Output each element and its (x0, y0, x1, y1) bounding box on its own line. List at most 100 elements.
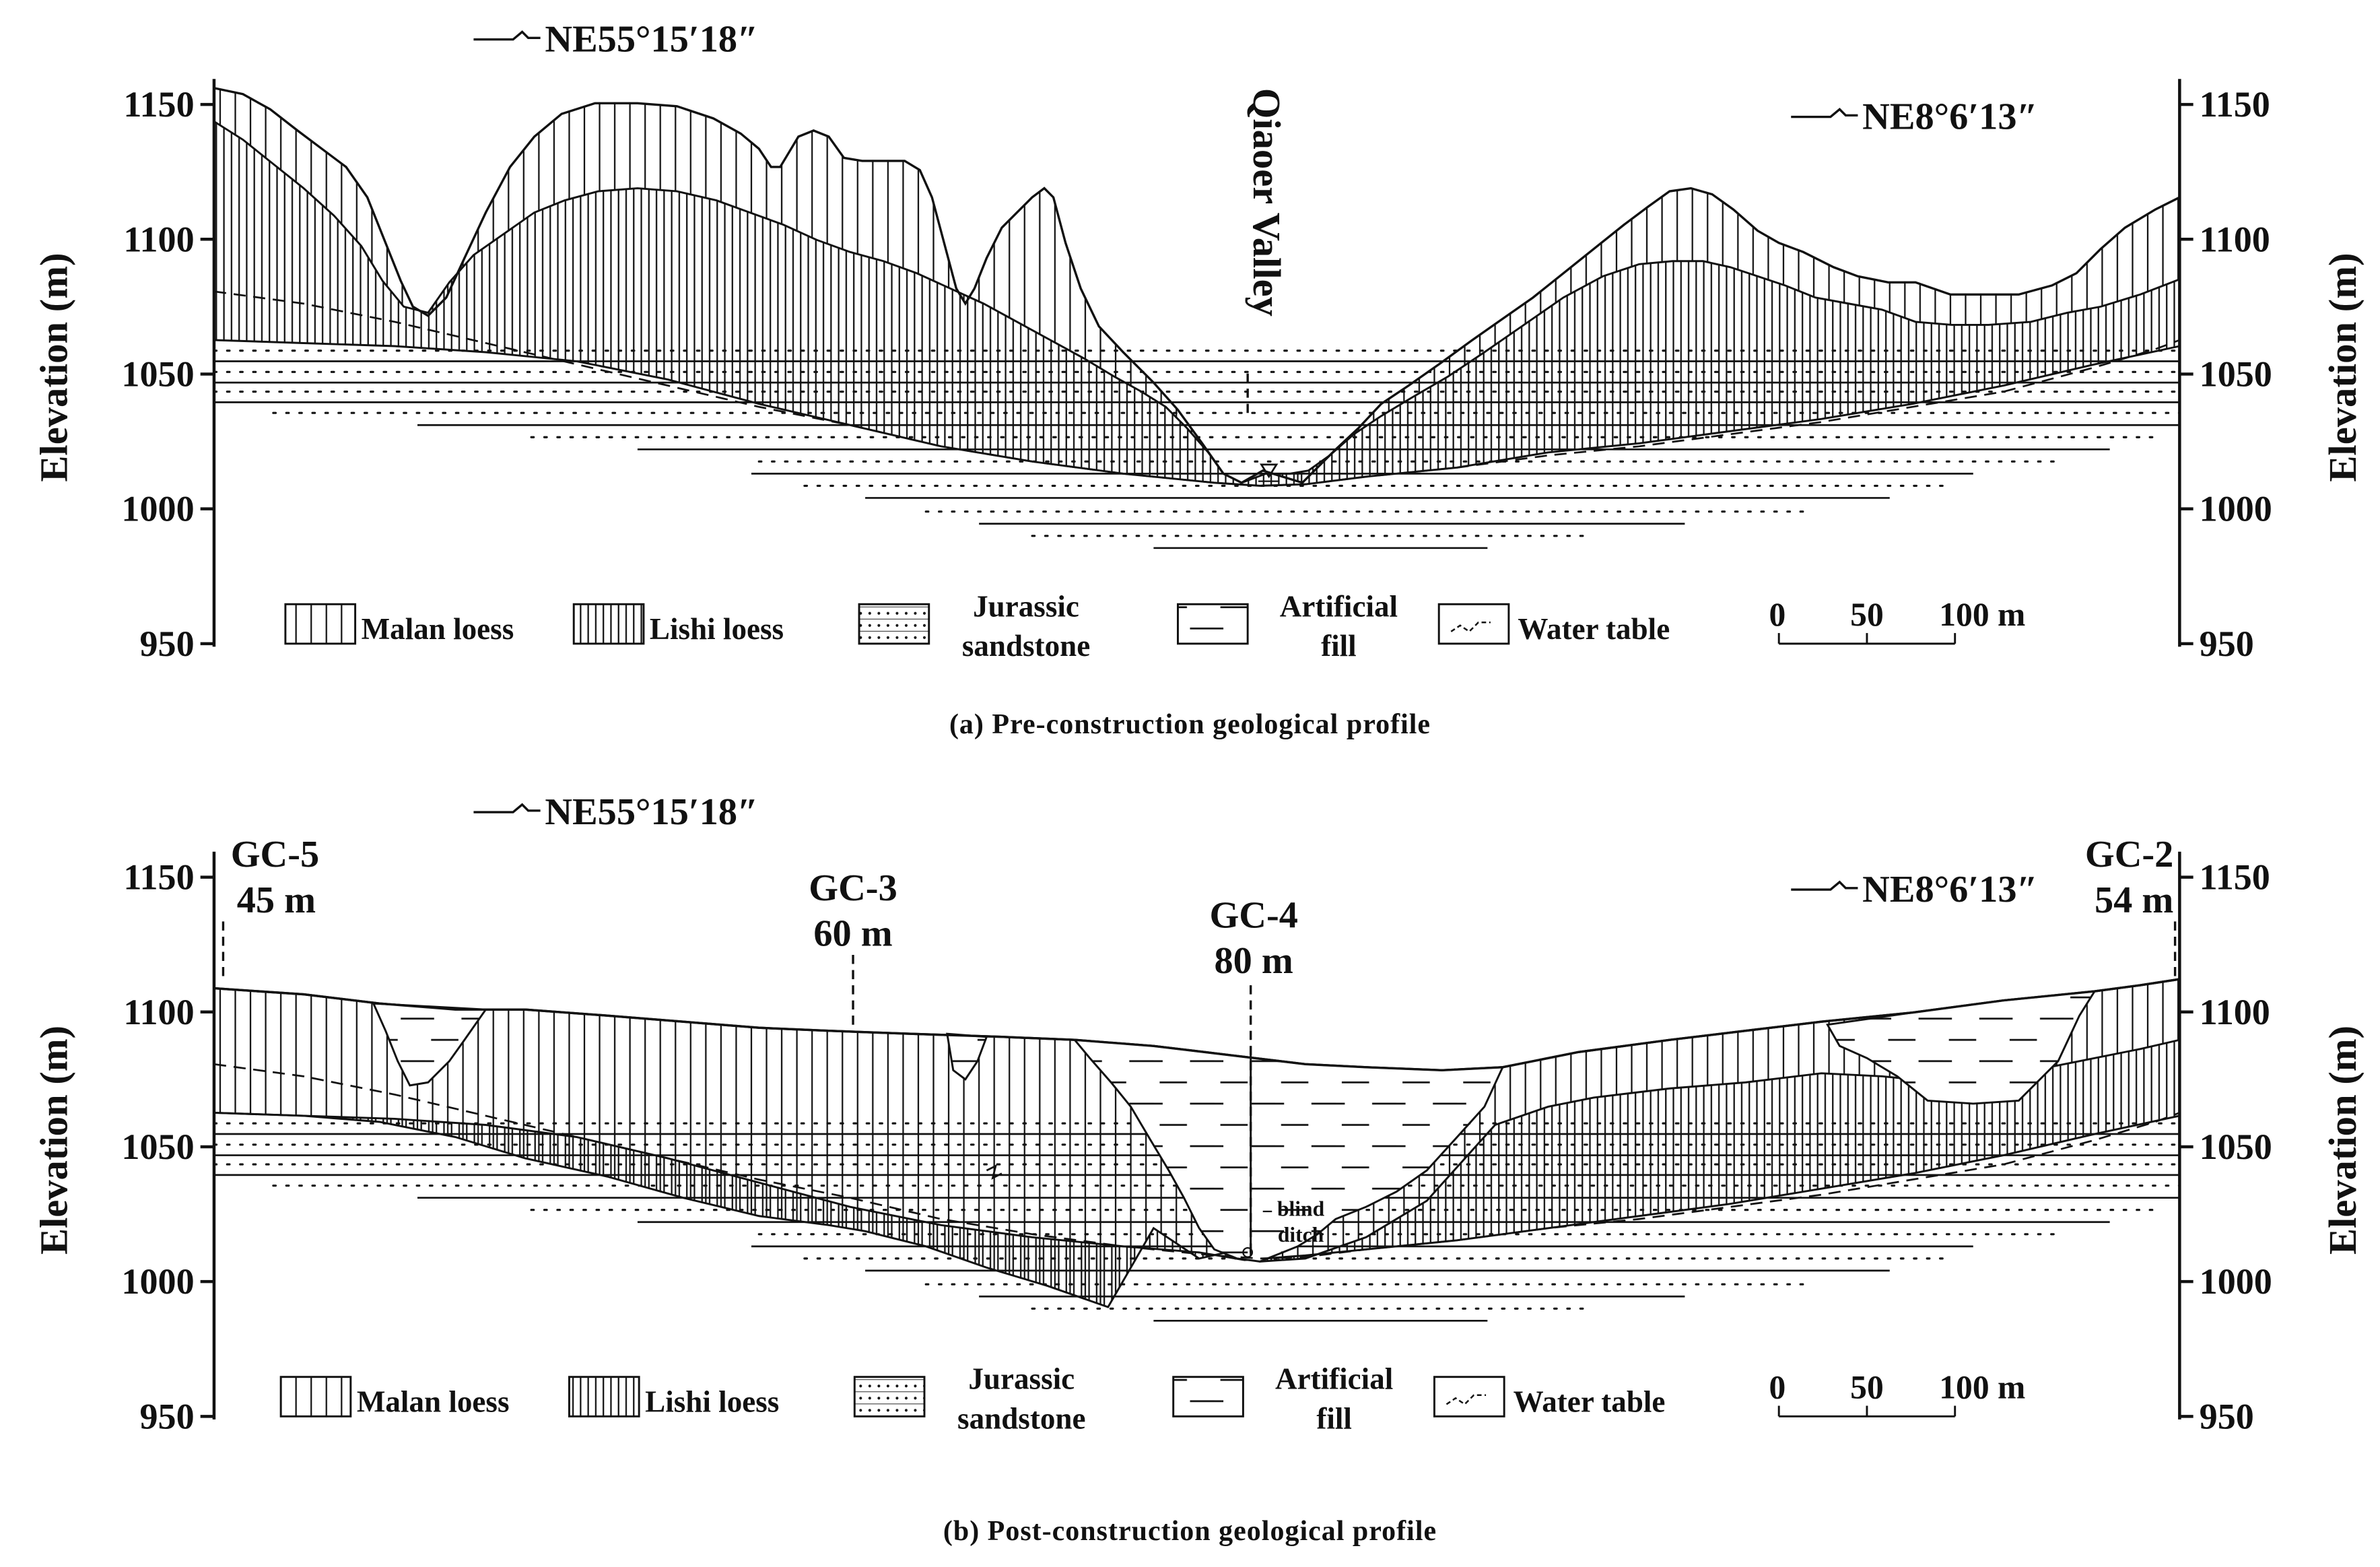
panel-b-caption: (b) Post-construction geological profile (943, 1516, 1437, 1547)
lishi-loess-layer (213, 1040, 2180, 1308)
legend-swatch-lishi (572, 603, 645, 645)
left-tick-label: 1050 (121, 354, 194, 395)
plot-area (213, 978, 2181, 1322)
scale-bar: 0 50 100 m (1769, 1368, 2025, 1418)
right-tick-label: 1150 (2200, 857, 2270, 898)
bearing-right-arrow (1791, 108, 1858, 119)
left-tick-label: 1100 (123, 992, 194, 1032)
scale-label: 50 (1850, 1368, 1884, 1405)
left-tick-label: 950 (139, 624, 194, 664)
right-axis-title: Elevation (m) (2321, 253, 2365, 481)
water-table-line (213, 290, 2180, 487)
blind-ditch-symbol (1242, 1246, 1254, 1258)
legend-swatch-malan (279, 1376, 352, 1418)
left-axis-title: Elevation (m) (32, 1026, 75, 1255)
left-tick-label: 1000 (121, 489, 194, 529)
right-tick-label: 1150 (2200, 84, 2270, 125)
scale-bar: 0 50 100 m (1769, 596, 2025, 645)
borehole-name: GC-5 (231, 834, 319, 875)
right-tick-label: 950 (2200, 624, 2254, 664)
right-tick-label: 1000 (2200, 489, 2272, 529)
left-tick-label: 950 (139, 1396, 194, 1436)
right-axis-title: Elevation (m) (2321, 1026, 2365, 1255)
legend-label-malan: Malan loess (357, 1385, 510, 1419)
legend-swatch-fill (1172, 1376, 1244, 1418)
borehole-name: GC-2 (2085, 834, 2173, 875)
right-tick-label: 1050 (2200, 354, 2272, 395)
panel-a-caption: (a) Pre-construction geological profile (949, 709, 1431, 740)
borehole-name: GC-3 (809, 867, 897, 909)
legend-label-sandstone: Jurassic (968, 1362, 1075, 1396)
legend-label-lishi: Lishi loess (645, 1385, 779, 1419)
left-tick-label: 1100 (123, 219, 194, 259)
bearing-right-label: NE8°6′13″ (1862, 869, 2037, 910)
panel-b-post-construction: 1150 1150 1100 1100 1050 1050 1000 1000 950 950 El… (32, 791, 2365, 1436)
ground-surface-line (213, 978, 2180, 1072)
borehole-depth: 60 m (813, 912, 892, 954)
legend-water-icon (1446, 1394, 1487, 1405)
legend-label-sandstone: sandstone (962, 629, 1090, 663)
rock-surface-line (213, 339, 2180, 487)
legend-label-fill: fill (1316, 1401, 1352, 1435)
left-tick-label: 1000 (121, 1261, 194, 1302)
legend-swatch-lishi (568, 1376, 640, 1418)
legend-water-icon (1450, 622, 1491, 633)
scale-label: 100 m (1939, 1368, 2025, 1405)
right-tick-label: 950 (2200, 1396, 2254, 1436)
borehole-name: GC-4 (1209, 894, 1297, 936)
right-tick-label: 1050 (2200, 1127, 2272, 1167)
plot-area (213, 87, 2181, 549)
left-tick-label: 1150 (123, 857, 194, 898)
borehole-depth: 45 m (237, 879, 316, 921)
bearing-right-label: NE8°6′13″ (1862, 96, 2037, 138)
left-tick-label: 1150 (123, 84, 194, 125)
scale-label: 50 (1850, 596, 1884, 633)
bearing-left-label: NE55°15′18″ (545, 791, 758, 833)
legend-label-water: Water table (1518, 612, 1670, 646)
ground-surface-line (213, 87, 2181, 484)
bearing-right-arrow (1791, 880, 1858, 891)
lishi-boundary-line (213, 121, 2180, 484)
scale-label: 100 m (1939, 596, 2025, 633)
jurassic-sandstone-layer (213, 349, 2181, 549)
left-axis-title: Elevation (m) (32, 253, 75, 481)
legend-label-fill: Artificial (1280, 589, 1398, 623)
water-table-symbol (986, 1164, 1002, 1180)
left-tick-label: 1050 (121, 1127, 194, 1167)
right-tick-label: 1100 (2200, 219, 2270, 259)
artificial-fill-layer (372, 1002, 488, 1087)
borehole-depth: 54 m (2095, 879, 2173, 921)
legend-label-sandstone: Jurassic (973, 589, 1079, 623)
legend-swatch-water (1433, 1376, 1505, 1418)
legend-label-water: Water table (1514, 1385, 1666, 1419)
right-tick-label: 1100 (2200, 992, 2270, 1032)
legend-label-lishi: Lishi loess (650, 612, 784, 646)
legend-label-fill: fill (1321, 629, 1357, 663)
right-tick-label: 1000 (2200, 1261, 2272, 1302)
legend-label-fill: Artificial (1275, 1362, 1393, 1396)
blind-ditch-label: blind (1277, 1197, 1325, 1221)
legend-swatch-fill (1176, 603, 1249, 645)
lishi-loess-layer (213, 121, 2180, 486)
borehole-depth: 80 m (1214, 940, 1293, 982)
legend-label-sandstone: sandstone (957, 1401, 1085, 1435)
scale-label: 0 (1769, 596, 1786, 633)
legend: Malan loess Lishi loess Jurassic sandstone A… (284, 589, 1670, 663)
legend: Malan loess Lishi loess Jurassic sandstone A… (279, 1362, 1666, 1435)
legend-swatch-malan (284, 603, 357, 645)
legend-label-malan: Malan loess (362, 612, 514, 646)
water-level-marker (1260, 463, 1279, 479)
legend-swatch-water (1437, 603, 1510, 645)
bearing-left-arrow (473, 30, 541, 41)
bearing-left-arrow (473, 803, 541, 813)
legend-swatch-sandstone (853, 1376, 926, 1418)
water-table-line (213, 1063, 2180, 1260)
scale-label: 0 (1769, 1368, 1786, 1405)
malan-loess-layer (213, 88, 2180, 483)
valley-label: Qiaoer Valley (1245, 88, 1289, 316)
panel-a-pre-construction: 1150 1150 1100 1100 1050 1050 1000 1000 950 950 El… (32, 19, 2365, 664)
legend-swatch-sandstone (858, 603, 930, 645)
blind-ditch-label: ditch (1278, 1223, 1324, 1246)
